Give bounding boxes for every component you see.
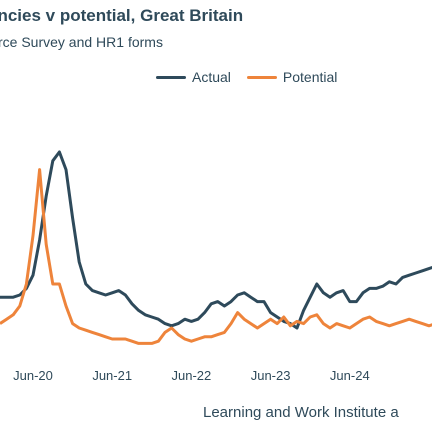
legend-label-actual: Actual — [192, 69, 231, 85]
x-tick-label: Jun-24 — [330, 368, 370, 383]
chart-legend: Actual Potential — [156, 68, 353, 86]
chart-title: ancies v potential, Great Britain — [0, 6, 244, 25]
legend-item-potential: Potential — [246, 69, 338, 85]
chart-subtitle: rce Survey and HR1 forms — [0, 34, 163, 50]
legend-swatch-potential — [246, 75, 277, 79]
x-tick-label: Jun-20 — [13, 368, 53, 383]
x-tick-label: Jun-22 — [172, 368, 212, 383]
series-line-potential — [0, 168, 432, 345]
legend-item-actual: Actual — [156, 69, 231, 85]
source-note: Learning and Work Institute a — [203, 404, 399, 421]
series-line-actual — [0, 150, 432, 330]
x-tick-label: Jun-23 — [251, 368, 291, 383]
x-tick-label: Jun-21 — [92, 368, 132, 383]
legend-swatch-actual — [156, 75, 186, 79]
legend-label-potential: Potential — [282, 69, 338, 85]
